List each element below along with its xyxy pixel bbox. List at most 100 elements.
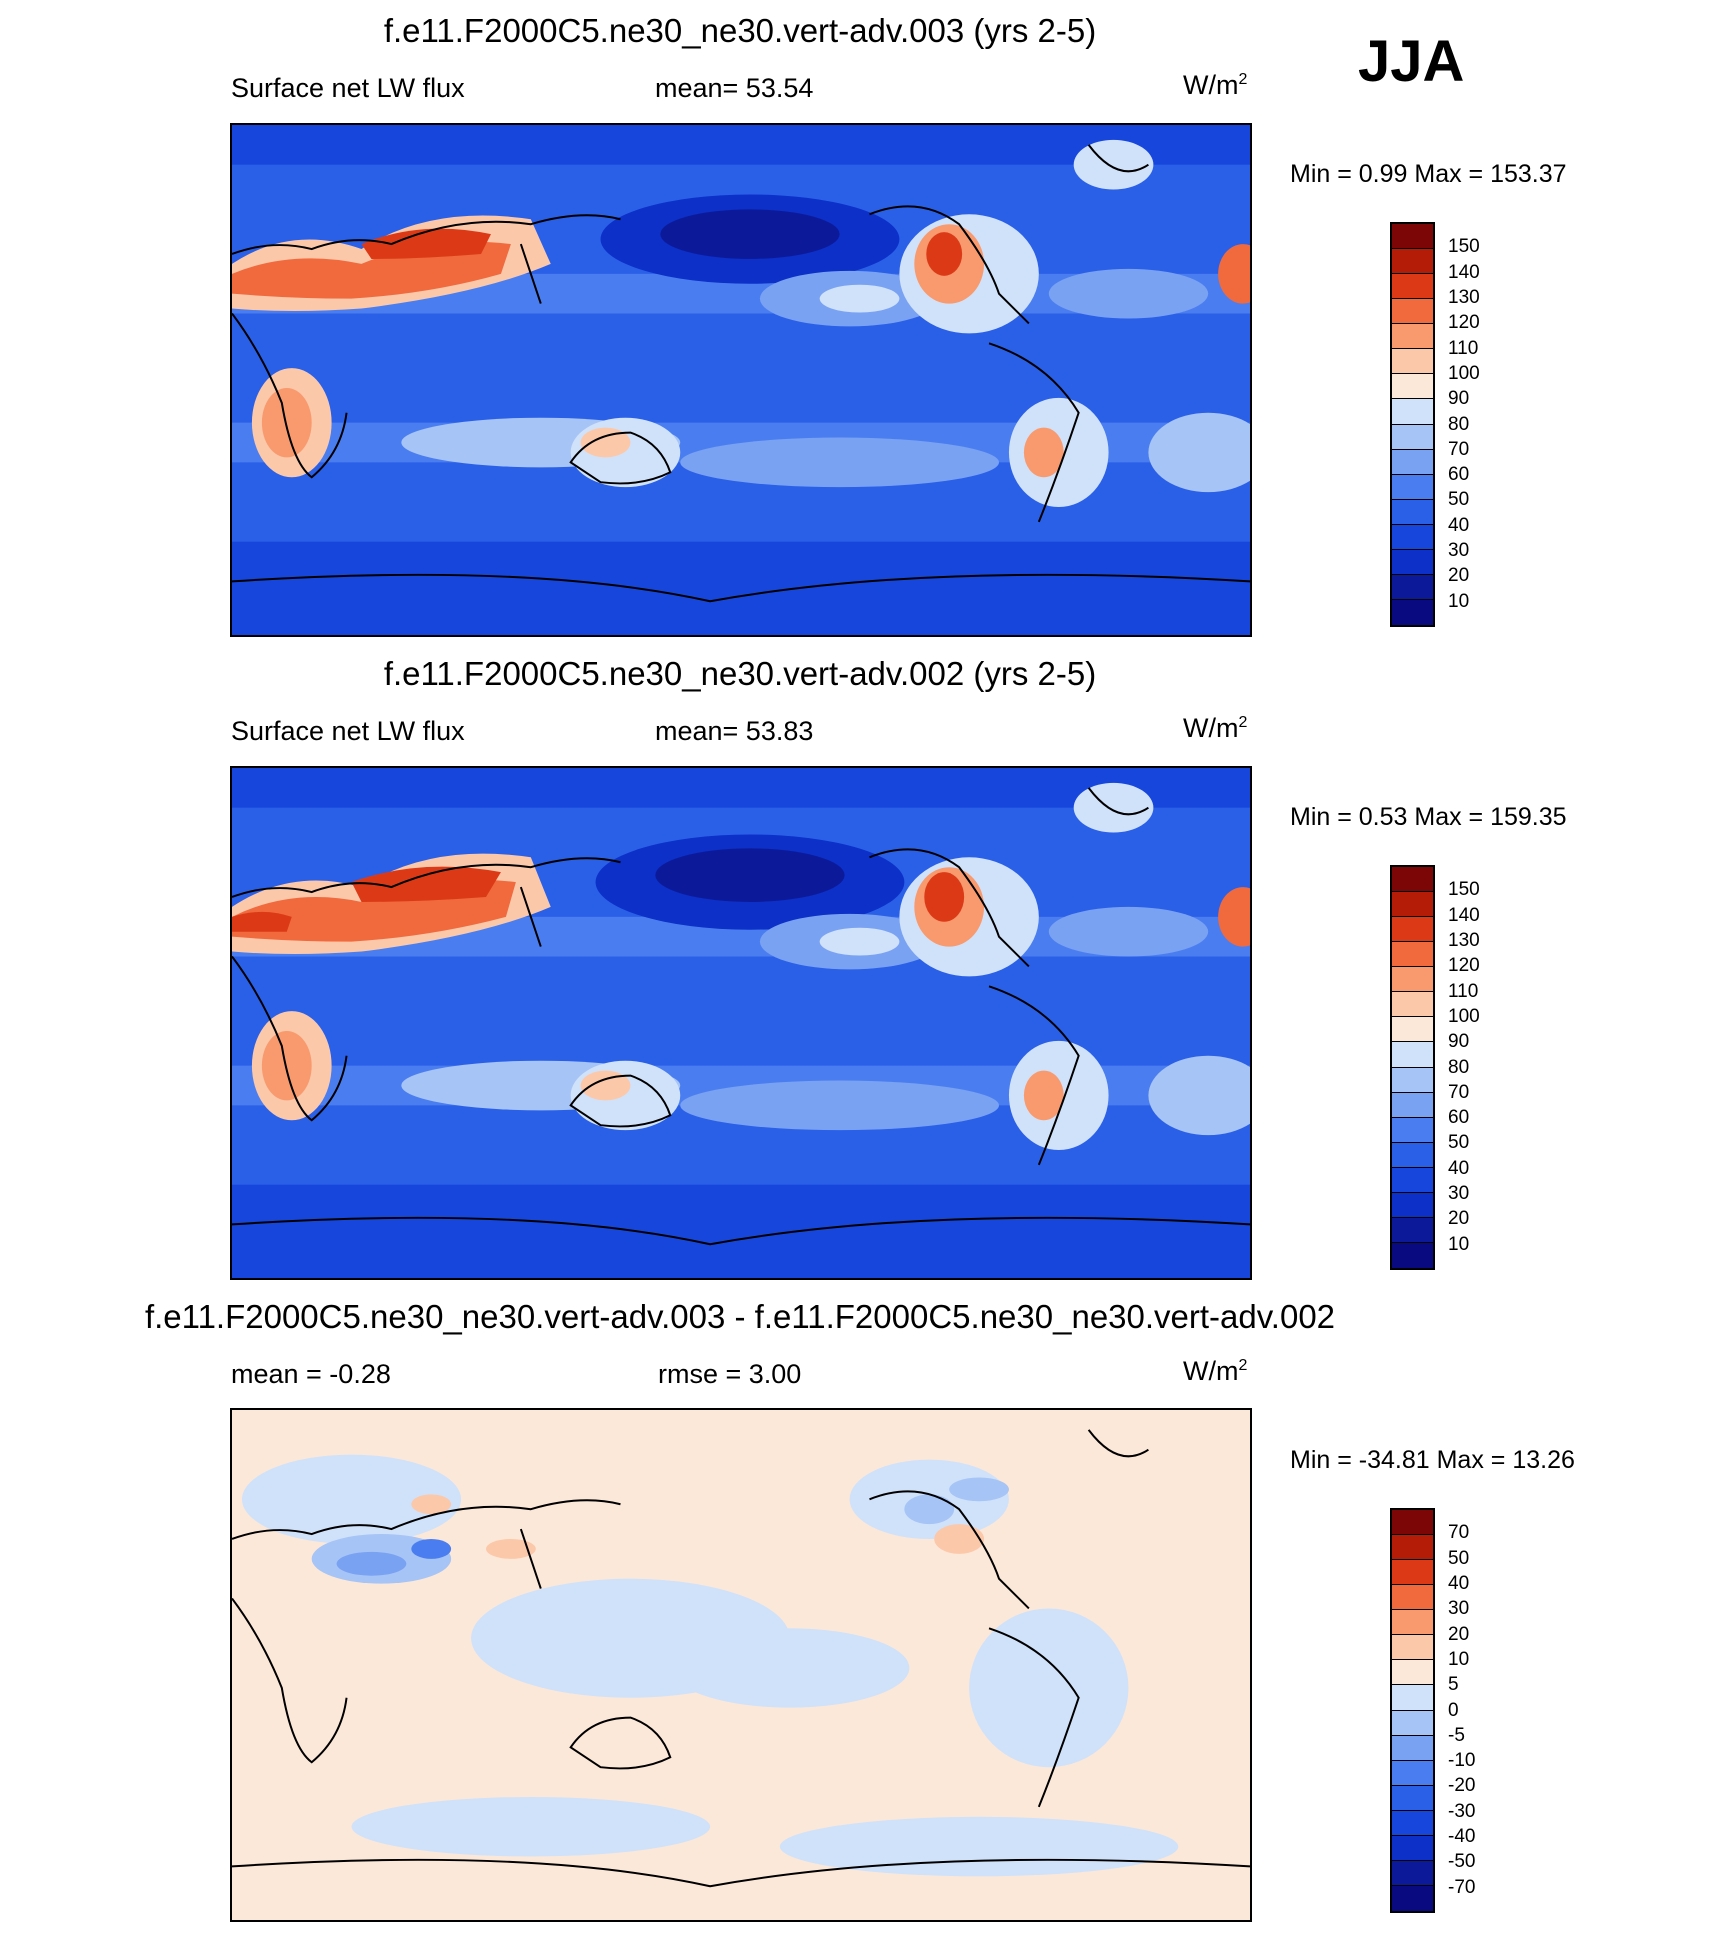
colorbar-tick-label: 100 (1448, 1005, 1480, 1027)
panel-1-map-field (232, 125, 1250, 635)
colorbar-swatch (1392, 1735, 1433, 1761)
colorbar-tick-label: 30 (1448, 1598, 1470, 1620)
colorbar-tick-label: 120 (1448, 312, 1480, 334)
colorbar-swatch (1392, 549, 1433, 575)
colorbar-tick-label: 60 (1448, 1107, 1470, 1129)
colorbar-tick-label: 50 (1448, 1547, 1470, 1569)
colorbar-tick-label: 20 (1448, 1623, 1470, 1645)
panel-1-units: W/m2 (1183, 70, 1248, 100)
colorbar-swatch (1392, 349, 1433, 375)
panel-1-mean-label: mean= 53.54 (655, 73, 814, 103)
colorbar-swatch (1392, 499, 1433, 525)
colorbar-tick-label: 50 (1448, 489, 1470, 511)
colorbar-swatch (1392, 324, 1433, 350)
colorbar-tick-label: -10 (1448, 1750, 1476, 1772)
panel-1-variable-label: Surface net LW flux (231, 73, 465, 103)
colorbar-swatch (1392, 917, 1433, 943)
colorbar-swatch (1392, 867, 1433, 893)
colorbar-swatch (1392, 274, 1433, 300)
colorbar-swatch (1392, 299, 1433, 325)
colorbar-tick-label: 150 (1448, 879, 1480, 901)
panel-1-colorbar (1390, 222, 1435, 627)
colorbar-tick-label: -70 (1448, 1876, 1476, 1898)
colorbar-tick-label: 130 (1448, 286, 1480, 308)
colorbar-swatch (1392, 1560, 1433, 1586)
colorbar-swatch (1392, 1217, 1433, 1243)
colorbar-tick-label: 80 (1448, 413, 1470, 435)
season-label: JJA (1358, 29, 1465, 94)
colorbar-tick-label: 90 (1448, 388, 1470, 410)
colorbar-swatch (1392, 224, 1433, 250)
panel-1-minmax: Min = 0.99 Max = 153.37 (1290, 160, 1567, 188)
panel-3-colorbar (1390, 1508, 1435, 1913)
colorbar-tick-label: 140 (1448, 904, 1480, 926)
colorbar-swatch (1392, 1092, 1433, 1118)
colorbar-tick-label: -30 (1448, 1800, 1476, 1822)
colorbar-tick-label: 40 (1448, 1157, 1470, 1179)
colorbar-tick-label: 50 (1448, 1132, 1470, 1154)
panel-3-mean-label: mean = -0.28 (231, 1359, 391, 1389)
colorbar-swatch (1392, 1635, 1433, 1661)
colorbar-tick-label: 20 (1448, 1208, 1470, 1230)
colorbar-swatch (1392, 424, 1433, 450)
colorbar-tick-label: 70 (1448, 1081, 1470, 1103)
colorbar-tick-label: 120 (1448, 955, 1480, 977)
panel-3-map (230, 1408, 1252, 1922)
colorbar-tick-label: 10 (1448, 1648, 1470, 1670)
colorbar-tick-label: -20 (1448, 1775, 1476, 1797)
colorbar-tick-label: 10 (1448, 1233, 1470, 1255)
panel-2-mean-label: mean= 53.83 (655, 716, 814, 746)
colorbar-tick-label: 110 (1448, 980, 1479, 1002)
panel-1-map (230, 123, 1252, 637)
colorbar-tick-label: 30 (1448, 1183, 1470, 1205)
colorbar-swatch (1392, 524, 1433, 550)
colorbar-swatch (1392, 1242, 1433, 1268)
colorbar-tick-label: 30 (1448, 540, 1470, 562)
colorbar-tick-label: 10 (1448, 590, 1470, 612)
colorbar-swatch (1392, 942, 1433, 968)
panel-2-title: f.e11.F2000C5.ne30_ne30.vert-adv.002 (yr… (383, 655, 1097, 692)
colorbar-swatch (1392, 1510, 1433, 1536)
colorbar-tick-label: 130 (1448, 929, 1480, 951)
colorbar-swatch (1392, 1885, 1433, 1911)
panel-3-units: W/m2 (1183, 1356, 1248, 1386)
colorbar-swatch (1392, 1760, 1433, 1786)
panel-2-minmax: Min = 0.53 Max = 159.35 (1290, 803, 1567, 831)
colorbar-swatch (1392, 1067, 1433, 1093)
colorbar-swatch (1392, 1660, 1433, 1686)
colorbar-tick-label: 90 (1448, 1031, 1470, 1053)
colorbar-tick-label: 70 (1448, 438, 1470, 460)
panel-2-map-field (232, 768, 1250, 1278)
colorbar-swatch (1392, 992, 1433, 1018)
colorbar-swatch (1392, 1535, 1433, 1561)
colorbar-tick-label: 110 (1448, 337, 1479, 359)
colorbar-swatch (1392, 1117, 1433, 1143)
panel-3-rmse-label: rmse = 3.00 (658, 1359, 802, 1389)
colorbar-swatch (1392, 1042, 1433, 1068)
panel-3-map-field (232, 1410, 1250, 1920)
colorbar-swatch (1392, 1585, 1433, 1611)
panel-2-colorbar (1390, 865, 1435, 1270)
colorbar-swatch (1392, 399, 1433, 425)
colorbar-tick-label: -40 (1448, 1826, 1476, 1848)
colorbar-swatch (1392, 1142, 1433, 1168)
colorbar-swatch (1392, 1017, 1433, 1043)
colorbar-swatch (1392, 1192, 1433, 1218)
colorbar-swatch (1392, 574, 1433, 600)
colorbar-swatch (1392, 1835, 1433, 1861)
panel-1-title: f.e11.F2000C5.ne30_ne30.vert-adv.003 (yr… (383, 12, 1097, 49)
colorbar-swatch (1392, 249, 1433, 275)
colorbar-swatch (1392, 892, 1433, 918)
colorbar-tick-label: 70 (1448, 1522, 1470, 1544)
colorbar-tick-label: -50 (1448, 1851, 1476, 1873)
panel-3-minmax: Min = -34.81 Max = 13.26 (1290, 1446, 1575, 1474)
colorbar-tick-label: 140 (1448, 261, 1480, 283)
panel-2-units: W/m2 (1183, 713, 1248, 743)
colorbar-tick-label: 60 (1448, 464, 1470, 486)
colorbar-swatch (1392, 599, 1433, 625)
colorbar-tick-label: 0 (1448, 1699, 1459, 1721)
colorbar-swatch (1392, 1785, 1433, 1811)
colorbar-tick-label: 40 (1448, 1572, 1470, 1594)
panel-2-variable-label: Surface net LW flux (231, 716, 465, 746)
colorbar-tick-label: 150 (1448, 236, 1480, 258)
